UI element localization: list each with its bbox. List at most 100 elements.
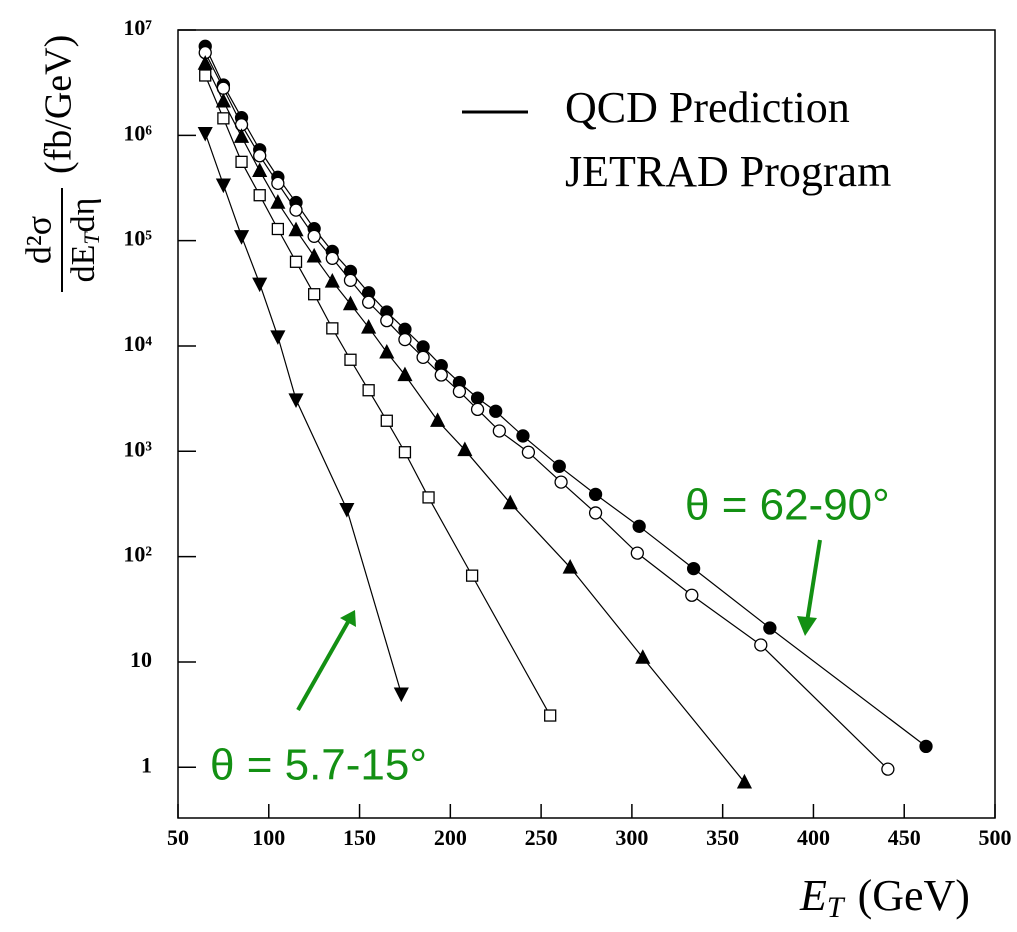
data-point	[307, 229, 321, 243]
data-point	[686, 561, 701, 576]
x-tick-label: 250	[525, 825, 558, 850]
y-tick-label: 10³	[123, 436, 152, 461]
data-point	[457, 441, 473, 457]
data-point	[197, 126, 213, 142]
data-point	[270, 330, 286, 345]
data-point	[289, 203, 303, 217]
data-point	[217, 112, 230, 125]
x-tick-label: 150	[343, 825, 376, 850]
data-point	[380, 313, 394, 328]
data-point	[326, 322, 339, 335]
annotation: θ = 5.7-15°	[210, 741, 427, 790]
y-tick-label: 10⁷	[123, 15, 152, 40]
data-point	[288, 393, 304, 408]
data-point	[393, 687, 409, 703]
data-point	[554, 475, 568, 489]
data-point	[288, 221, 304, 237]
x-axis-label: ET (GeV)	[799, 871, 970, 924]
legend-text: QCD Prediction	[565, 83, 850, 132]
data-point	[630, 546, 644, 560]
data-point	[215, 178, 231, 194]
data-point	[521, 445, 536, 459]
arrow	[296, 621, 350, 711]
arrow-head	[340, 610, 356, 627]
data-point	[492, 424, 507, 438]
data-point	[308, 288, 321, 301]
data-point	[685, 588, 699, 602]
data-point	[235, 155, 248, 168]
data-point	[398, 332, 412, 347]
data-point	[380, 414, 393, 427]
data-point	[452, 384, 467, 399]
data-point	[562, 559, 578, 574]
y-axis-label: d²σ dETdη (fb/GeV)	[18, 35, 104, 292]
data-point	[271, 176, 285, 190]
y-label-unit: (fb/GeV)	[38, 35, 80, 174]
x-tick-label: 100	[252, 825, 285, 850]
y-tick-label: 10⁶	[123, 120, 152, 145]
y-tick-label: 10	[130, 647, 152, 672]
fit-line	[204, 132, 402, 694]
data-point	[754, 638, 768, 652]
data-point	[324, 273, 340, 288]
data-point	[635, 649, 651, 664]
data-point	[588, 506, 603, 520]
data-point	[470, 391, 485, 405]
x-tick-label: 300	[615, 825, 648, 850]
data-point	[502, 494, 518, 510]
data-point	[588, 487, 603, 502]
data-point	[233, 230, 250, 245]
data-point	[325, 251, 339, 265]
fit-line	[204, 63, 745, 783]
legend-text: JETRAD Program	[565, 147, 891, 196]
data-point	[422, 491, 435, 504]
data-point	[233, 128, 250, 143]
y-tick-label: 10⁵	[123, 226, 152, 251]
data-point	[430, 412, 446, 427]
data-point	[289, 255, 303, 268]
data-point	[199, 69, 212, 82]
data-point	[252, 277, 268, 293]
data-point	[270, 194, 286, 209]
data-point	[398, 446, 412, 459]
data-point	[919, 739, 933, 754]
data-point	[306, 247, 322, 263]
arrow	[805, 539, 822, 623]
data-point	[544, 709, 557, 722]
data-point	[397, 366, 413, 382]
data-point	[343, 273, 358, 287]
y-label-numerator: d²σ	[18, 216, 58, 264]
data-point	[271, 222, 285, 236]
y-label-denominator: dETdη	[65, 198, 104, 283]
data-point	[361, 319, 377, 334]
y-tick-label: 1	[141, 752, 152, 777]
annotation: θ = 62-90°	[685, 481, 890, 530]
x-tick-label: 50	[167, 825, 189, 850]
y-tick-label: 10²	[123, 542, 152, 567]
data-point	[344, 353, 357, 366]
data-point	[881, 762, 895, 776]
data-point	[465, 569, 479, 582]
data-point	[416, 350, 430, 364]
data-point	[470, 402, 485, 417]
data-point	[516, 429, 530, 443]
data-point	[362, 384, 375, 397]
x-tick-label: 350	[706, 825, 739, 850]
data-point	[252, 162, 268, 177]
data-point	[434, 368, 448, 382]
data-point	[342, 295, 359, 311]
x-tick-label: 500	[979, 825, 1012, 850]
data-point	[215, 92, 231, 108]
data-point	[489, 404, 503, 418]
data-point	[197, 55, 213, 70]
data-point	[763, 621, 777, 635]
data-point	[736, 773, 753, 789]
x-tick-label: 200	[434, 825, 467, 850]
y-tick-label: 10⁴	[123, 331, 152, 356]
arrow-head	[797, 616, 817, 636]
data-point	[552, 459, 566, 473]
x-tick-label: 450	[888, 825, 921, 850]
data-point	[253, 189, 266, 202]
data-point	[632, 519, 646, 533]
